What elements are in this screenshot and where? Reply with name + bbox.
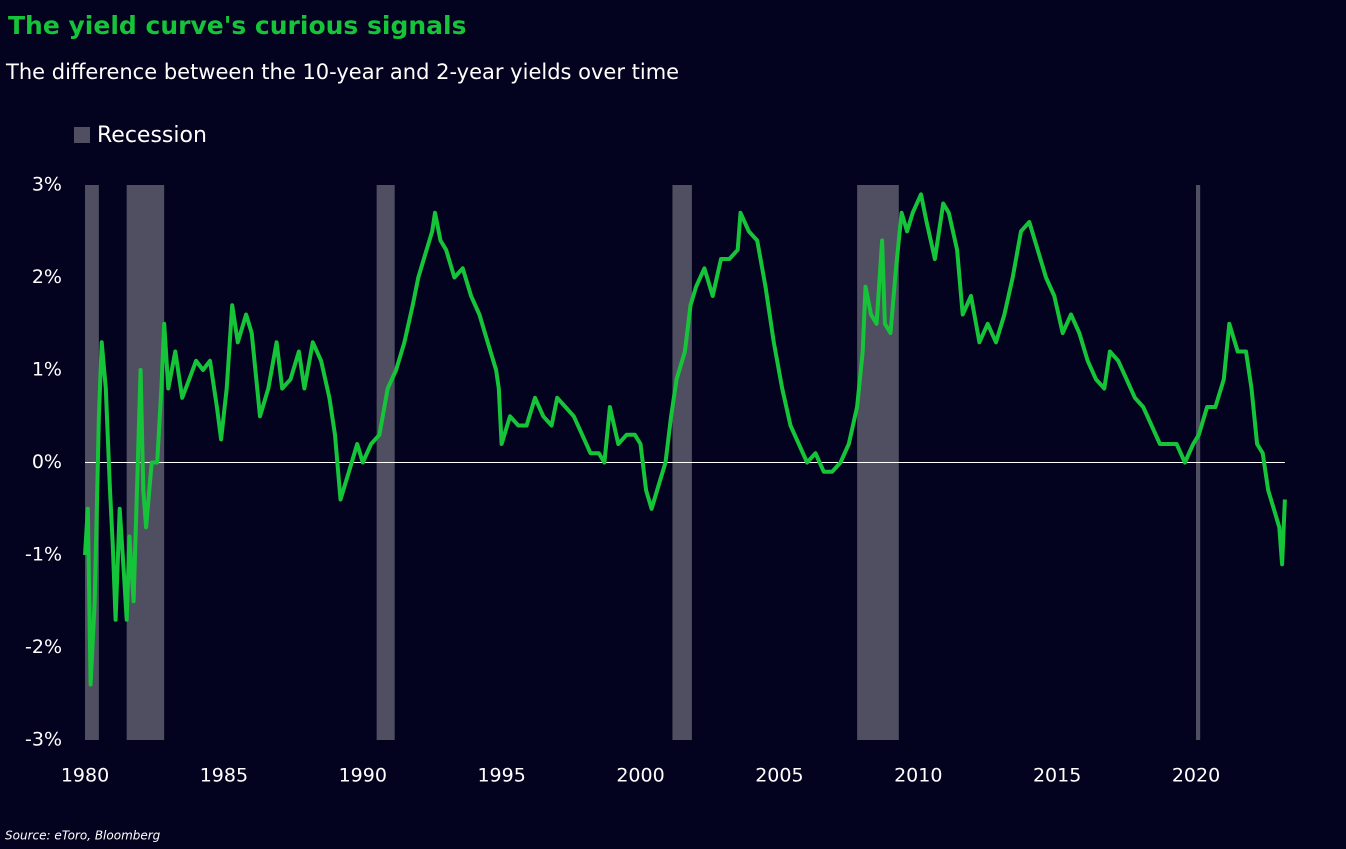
x-tick-label: 2010 bbox=[894, 765, 942, 787]
x-tick-label: 1995 bbox=[477, 765, 525, 787]
x-tick-label: 2000 bbox=[616, 765, 664, 787]
x-tick-label: 1980 bbox=[61, 765, 109, 787]
x-tick-label: 2020 bbox=[1172, 765, 1220, 787]
y-tick-label: -2% bbox=[25, 636, 62, 658]
x-tick-label: 1990 bbox=[339, 765, 387, 787]
source-note: Source: eToro, Bloomberg bbox=[5, 829, 161, 843]
x-tick-label: 2015 bbox=[1033, 765, 1081, 787]
y-tick-label: 3% bbox=[32, 174, 62, 196]
y-tick-label: 1% bbox=[32, 359, 62, 381]
y-tick-label: -3% bbox=[25, 729, 62, 751]
x-tick-label: 2005 bbox=[755, 765, 803, 787]
x-tick-label: 1985 bbox=[200, 765, 248, 787]
yield-spread-line bbox=[83, 192, 1287, 687]
legend-swatch bbox=[74, 127, 90, 143]
y-tick-label: 0% bbox=[32, 451, 62, 473]
legend-label: Recession bbox=[97, 123, 207, 148]
chart-title: The yield curve's curious signals bbox=[8, 11, 466, 40]
y-tick-label: -1% bbox=[25, 544, 62, 566]
chart-subtitle: The difference between the 10-year and 2… bbox=[5, 60, 679, 84]
y-tick-label: 2% bbox=[32, 266, 62, 288]
